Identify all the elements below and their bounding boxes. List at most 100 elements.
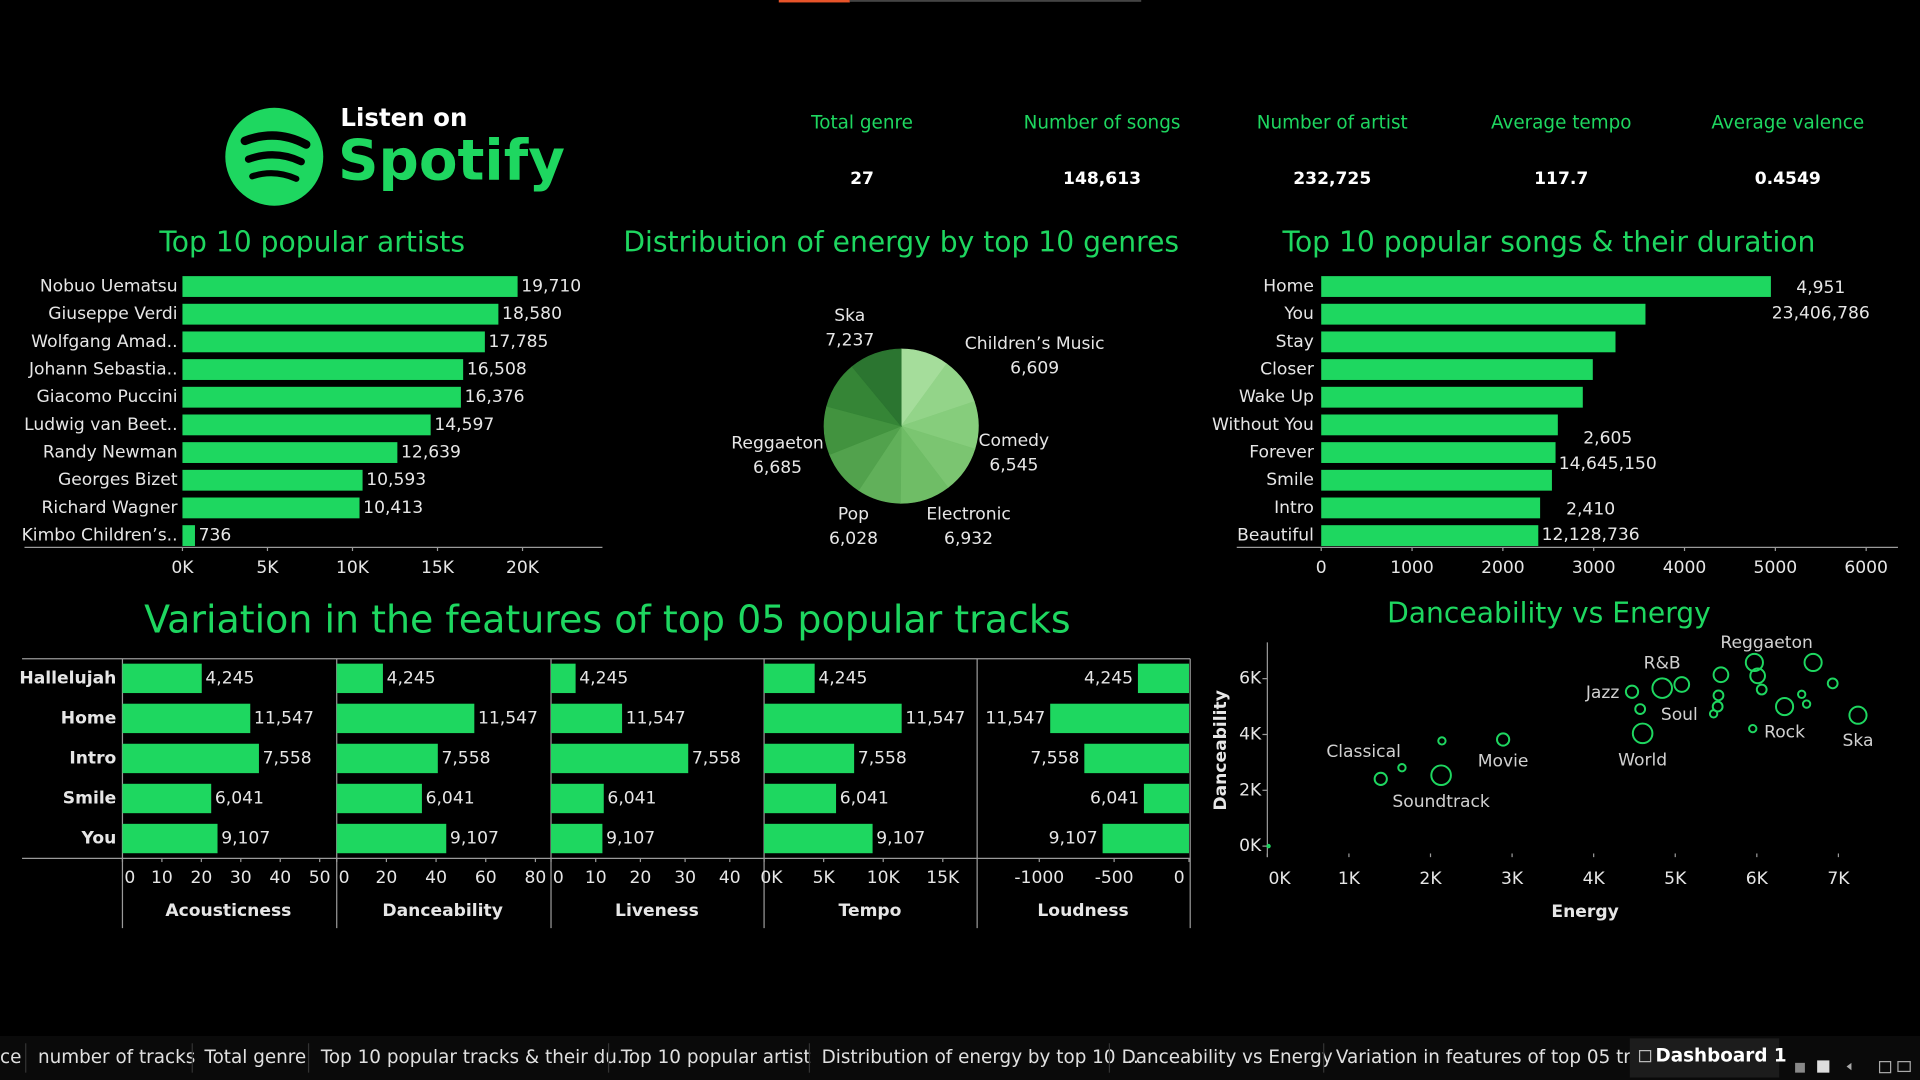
y-axis-title: Danceability (1211, 690, 1231, 811)
value-label: 14,597 (434, 415, 494, 435)
progress-accent (778, 0, 850, 3)
bar (1321, 414, 1558, 436)
category-label: Randy Newman (43, 443, 178, 463)
bubble (1373, 771, 1388, 786)
tab[interactable]: number of tracks (38, 1047, 195, 1068)
category-label: Stay (1276, 332, 1314, 352)
active-tab-bg (1629, 1038, 1780, 1078)
bar (182, 276, 518, 297)
x-tick-label: 60 (475, 868, 497, 888)
bubble (1624, 684, 1640, 699)
slice-label: Comedy (979, 431, 1050, 451)
bubble (1803, 652, 1823, 673)
bar (336, 783, 422, 814)
bar (122, 743, 259, 774)
bar-label: 11,547 (254, 708, 314, 728)
kpi-label: Number of artist (1257, 113, 1408, 134)
bar (764, 823, 873, 854)
x-tick-label: 2000 (1481, 558, 1525, 578)
bubble (1797, 689, 1807, 699)
bar (1321, 386, 1583, 408)
logo-wave (244, 151, 305, 166)
slice-value: 6,028 (829, 529, 878, 549)
bar (182, 497, 360, 519)
tab[interactable]: Variation in features of top 05 tr... (1336, 1047, 1647, 1068)
kpi-label: Average valence (1711, 113, 1864, 134)
logo-brand: Spotify (338, 129, 565, 194)
bubble (1430, 764, 1452, 787)
x-tick-label: -500 (1095, 868, 1134, 888)
x-tick-label: 20 (190, 868, 212, 888)
bar (336, 743, 438, 774)
bubble (1712, 689, 1725, 702)
value-label: 18,580 (502, 304, 562, 324)
x-tick-label: 20K (506, 558, 540, 578)
bar (764, 663, 815, 694)
point-label: Classical (1326, 742, 1400, 762)
x-tick-label: 3000 (1572, 558, 1616, 578)
point-label: R&B (1644, 654, 1681, 674)
bar (182, 331, 485, 353)
tab-bar-bg (0, 1035, 1920, 1080)
tab[interactable]: Distribution of energy by top 10 ... (822, 1047, 1139, 1068)
bar-label: 11,547 (626, 708, 686, 728)
tab[interactable]: Danceability vs Energy (1122, 1047, 1333, 1068)
category-label: Wolfgang Amad.. (31, 332, 177, 352)
tab-active[interactable]: Dashboard 1 (1656, 1046, 1787, 1067)
tab[interactable]: Total genre (203, 1047, 306, 1068)
category-label: Without You (1212, 415, 1314, 435)
x-tick-label: 1000 (1390, 558, 1434, 578)
point-label: Soul (1661, 705, 1698, 725)
bubble (1749, 667, 1766, 685)
tab[interactable]: ce (0, 1047, 21, 1068)
nav-icon[interactable] (1846, 1062, 1852, 1071)
bar-label: 11,547 (478, 708, 538, 728)
spotify-logo: Listen on Spotify (225, 103, 565, 206)
bar-label: 6,041 (1090, 788, 1139, 808)
x-tick-label: 0 (124, 868, 135, 888)
tab[interactable]: Top 10 popular tracks & their du... (320, 1047, 635, 1068)
category-label: Nobuo Uematsu (40, 277, 178, 297)
slice-value: 6,685 (753, 458, 802, 478)
category-label: Johann Sebastia.. (28, 360, 178, 380)
kpi-label: Average tempo (1491, 113, 1632, 134)
chart-title: Top 10 popular songs & their duration (1282, 226, 1816, 259)
present-icon[interactable] (1897, 1061, 1911, 1073)
bubble (1708, 709, 1719, 719)
kpi-value: 0.4549 (1755, 169, 1821, 189)
bar (182, 442, 398, 463)
annotation: 12,128,736 (1542, 525, 1640, 545)
category-label: Closer (1260, 360, 1315, 380)
slice-value: 7,237 (825, 330, 874, 350)
tab[interactable]: Top 10 popular artist (620, 1047, 811, 1068)
value-label: 10,593 (366, 470, 426, 490)
chart-title: Danceability vs Energy (1387, 597, 1711, 630)
bar (1102, 823, 1189, 854)
y-tick-label: 2K (1239, 780, 1262, 800)
bar-label: 4,245 (818, 668, 867, 688)
bar-label: 7,558 (441, 748, 490, 768)
bar (182, 303, 499, 325)
kpi-row: Total genre 27 Number of songs 148,613 N… (810, 113, 1864, 189)
bar-label: 7,558 (263, 748, 312, 768)
annotation: 23,406,786 (1772, 303, 1870, 323)
bubble (1673, 676, 1691, 693)
axis-title: Liveness (615, 901, 699, 921)
view-icon[interactable] (1795, 1062, 1805, 1073)
category-label: Intro (69, 748, 116, 768)
bar-label: 9,107 (221, 829, 270, 849)
category-label: Intro (1274, 498, 1314, 518)
value-label: 12,639 (401, 443, 461, 463)
slice-label: Ska (834, 306, 865, 326)
bar (1321, 497, 1541, 519)
view-icon[interactable] (1817, 1060, 1830, 1073)
bar (122, 663, 202, 694)
bar-label: 11,547 (905, 708, 965, 728)
axis-title: Tempo (839, 901, 902, 921)
bar (182, 414, 431, 436)
x-tick-label: 0 (1316, 558, 1327, 578)
point-label: Soundtrack (1392, 792, 1490, 812)
fullscreen-icon[interactable] (1878, 1061, 1892, 1074)
category-label: You (81, 829, 117, 849)
